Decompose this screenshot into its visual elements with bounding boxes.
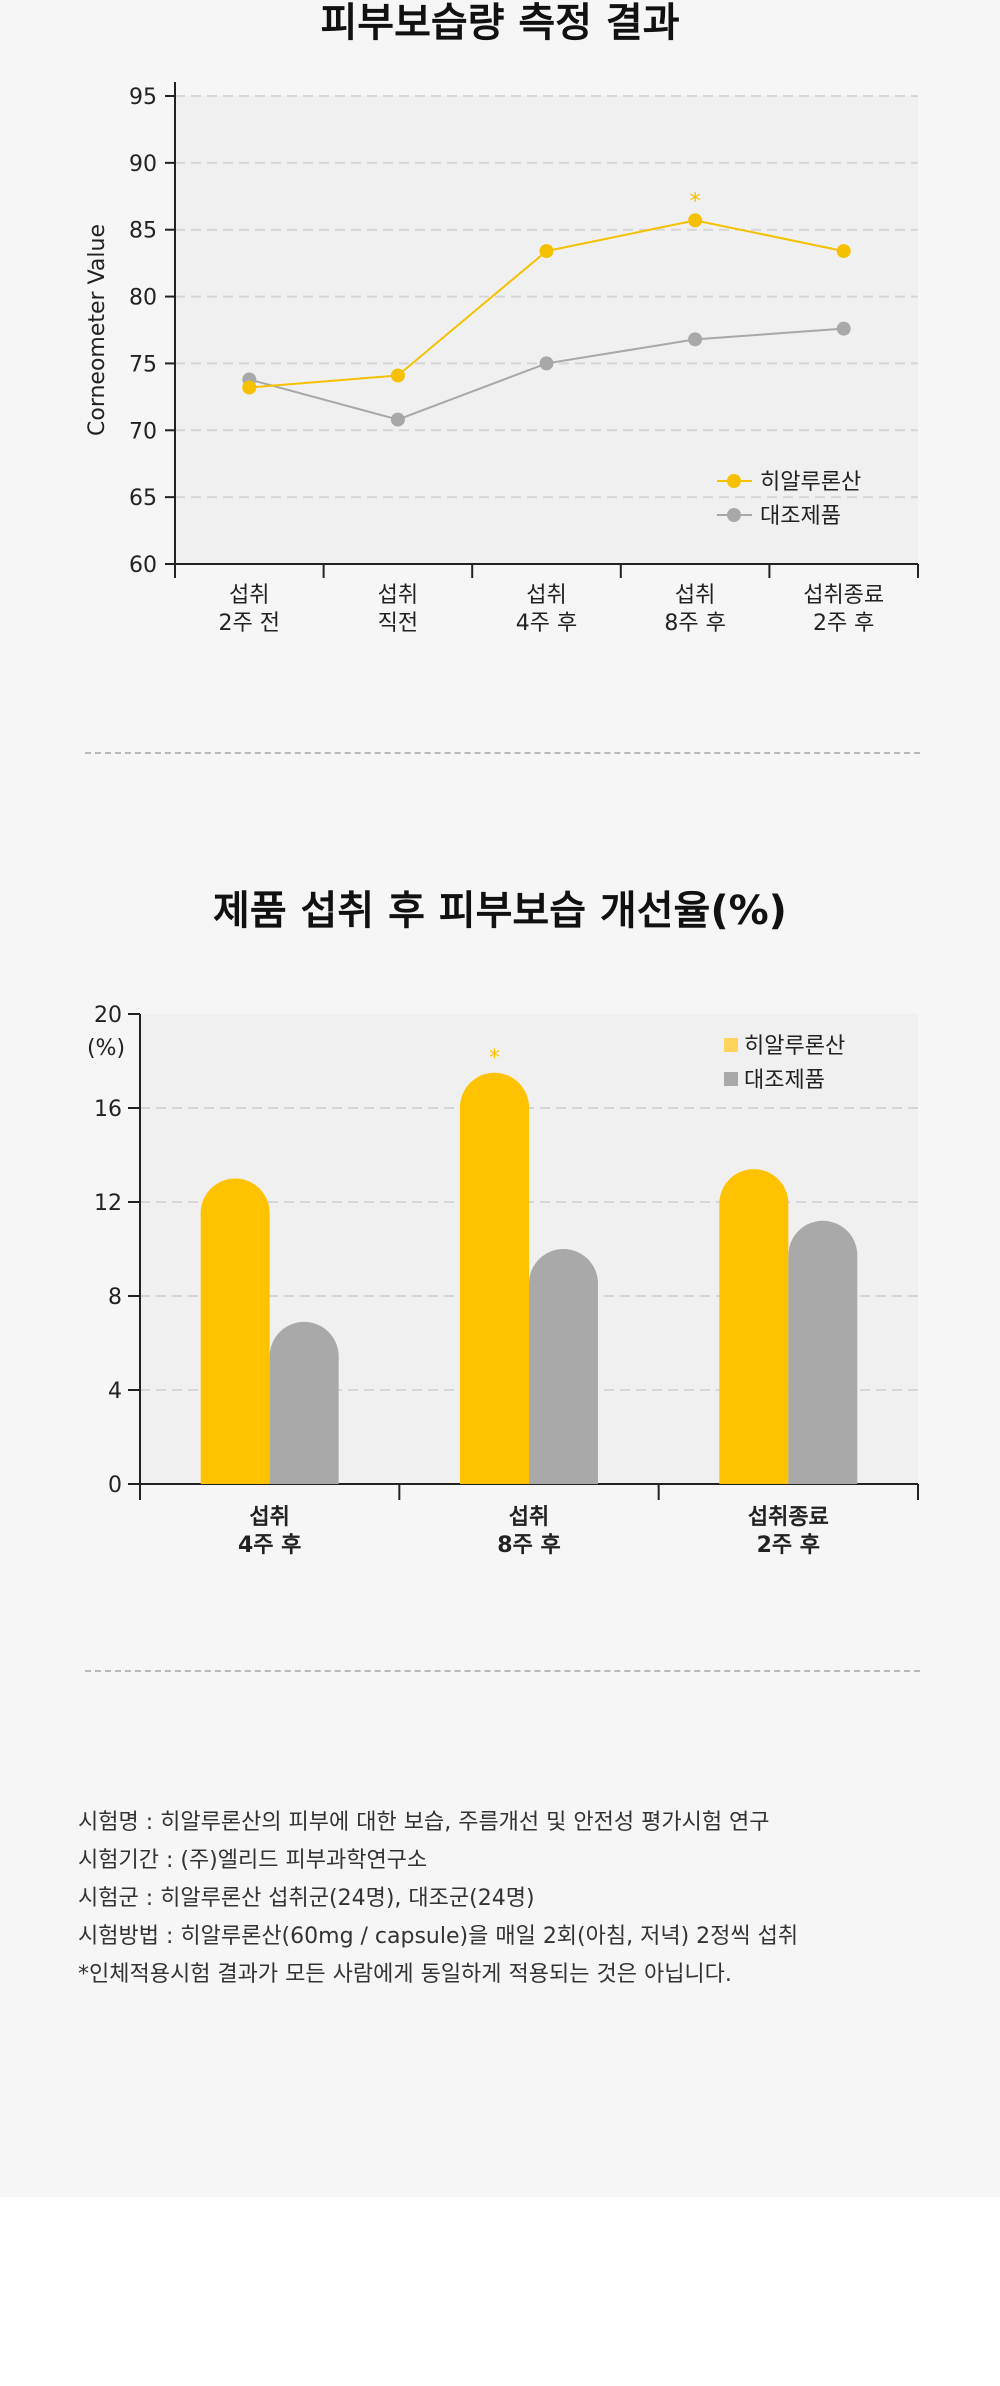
bar [460, 1072, 529, 1484]
bar [269, 1321, 339, 1484]
y-tick-label: 60 [129, 553, 157, 578]
y-tick-label: 4 [108, 1379, 122, 1404]
x-tick-label: 섭취 4주 후 [238, 1505, 301, 1558]
bar [529, 1249, 598, 1484]
y-tick-label: 95 [129, 85, 157, 110]
legend-swatch [724, 1072, 738, 1086]
x-tick-label: 섭취 2주 전 [219, 583, 280, 636]
data-point [242, 380, 257, 395]
note-disclaimer: *인체적용시험 결과가 모든 사람에게 동일하게 적용되는 것은 아닙니다. [78, 1962, 732, 1987]
y-tick-label: 85 [129, 219, 157, 244]
y-tick-label: 90 [129, 152, 157, 177]
y-unit-label: (%) [87, 1036, 125, 1061]
data-point [539, 244, 554, 259]
note-test-groups: 시험군 : 히알루론산 섭취군(24명), 대조군(24명) [78, 1886, 535, 1911]
legend-label: 히알루론산 [760, 470, 861, 495]
legend-marker [727, 508, 741, 522]
x-tick-label: 섭취 8주 후 [664, 583, 725, 636]
content-panel: 피부보습량 측정 결과 60 65 70 75 80 85 90 95 섭취 2주 전 섭취 직전 섭취… [78, 0, 958, 1994]
study-notes: 시험명 : 히알루론산의 피부에 대한 보습, 주름개선 및 안전성 평가시험 … [78, 1804, 958, 1994]
line-chart: 60 65 70 75 80 85 90 95 섭취 2주 전 섭취 직전 섭취 4주 후 섭취 8주 후 섭취… [85, 82, 919, 636]
legend-marker [727, 474, 741, 488]
y-tick-label: 20 [94, 1003, 122, 1028]
x-tick-label: 섭취종료 2주 후 [748, 1505, 829, 1558]
significance-marker: * [489, 1046, 500, 1071]
note-test-institution: 시험기간 : (주)엘리드 피부과학연구소 [78, 1848, 428, 1873]
data-point [688, 332, 703, 347]
legend-swatch [724, 1038, 738, 1052]
y-tick-label: 80 [129, 286, 157, 311]
data-point [836, 244, 851, 259]
y-tick-label: 75 [129, 352, 157, 377]
bar-chart: 0 4 8 12 16 20 (%) 섭취 4주 후 섭취 8주 후 섭취종료 2주 후 * 히알루론산대조… [87, 1003, 919, 1558]
y-axis-label: Corneometer Value [85, 224, 110, 436]
bar [200, 1178, 270, 1484]
significance-marker: * [690, 189, 701, 214]
plot-area [175, 96, 918, 564]
data-point [390, 368, 405, 383]
bar [788, 1220, 858, 1484]
section-divider [85, 752, 920, 754]
x-tick-label: 섭취 4주 후 [516, 583, 577, 636]
section-divider [85, 1670, 920, 1672]
legend-label: 히알루론산 [744, 1034, 845, 1059]
legend-label: 대조제품 [760, 504, 841, 529]
bar-chart-title: 제품 섭취 후 피부보습 개선율(%) [213, 888, 787, 934]
x-tick-label: 섭취 8주 후 [497, 1505, 560, 1558]
note-test-method: 시험방법 : 히알루론산(60mg / capsule)을 매일 2회(아침, … [78, 1924, 799, 1949]
data-point [390, 412, 405, 427]
line-chart-title: 피부보습량 측정 결과 [320, 0, 680, 46]
note-test-name: 시험명 : 히알루론산의 피부에 대한 보습, 주름개선 및 안전성 평가시험 … [78, 1810, 770, 1835]
data-point [836, 321, 851, 336]
data-point [688, 213, 703, 228]
y-tick-label: 70 [129, 419, 157, 444]
y-tick-label: 0 [108, 1473, 122, 1498]
y-tick-label: 16 [94, 1097, 122, 1122]
x-tick-label: 섭취종료 2주 후 [803, 583, 884, 636]
legend-label: 대조제품 [744, 1068, 825, 1093]
data-point [539, 356, 554, 371]
y-tick-label: 12 [94, 1191, 122, 1216]
y-tick-label: 8 [108, 1285, 122, 1310]
y-tick-label: 65 [129, 486, 157, 511]
x-tick-label: 섭취 직전 [378, 583, 418, 636]
bar [719, 1169, 789, 1484]
